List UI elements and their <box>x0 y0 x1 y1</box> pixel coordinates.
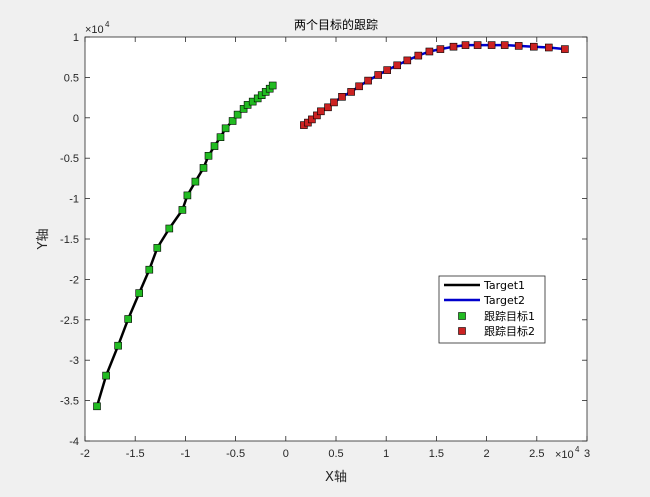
track-marker <box>228 117 237 125</box>
track-marker <box>145 265 154 274</box>
track-marker <box>204 152 213 160</box>
y-tick-label: -3 <box>69 355 79 367</box>
track-marker <box>383 66 392 74</box>
track-marker <box>414 51 423 60</box>
y-tick-label: -4 <box>69 436 79 448</box>
track-marker <box>338 93 346 101</box>
svg-text:×10: ×10 <box>85 24 104 36</box>
axis-ticks: -2 -1.5 -1 -0.5 0 0.5 1 1.5 2 2.5 3 1 0.5 0 -0.5 -1 -1.5… <box>60 32 590 460</box>
y-tick-label: -2 <box>69 274 79 286</box>
x-tick-label: 2 <box>484 448 490 460</box>
track-marker <box>210 142 219 150</box>
legend-box <box>438 275 546 344</box>
series-markers-2 <box>300 41 569 129</box>
track-marker <box>308 115 316 124</box>
x-tick-label: 0.5 <box>328 448 343 460</box>
track-marker <box>324 103 332 112</box>
track-marker <box>449 42 458 51</box>
legend-track2-marker <box>458 327 466 335</box>
track-marker <box>153 244 162 252</box>
track-marker <box>561 45 569 53</box>
svg-text:4: 4 <box>105 20 110 29</box>
track-marker <box>514 42 523 50</box>
track-marker <box>178 206 187 214</box>
track-marker <box>374 71 383 79</box>
track-marker <box>317 107 325 116</box>
series-markers-1 <box>93 81 277 411</box>
y-tick-label: -0.5 <box>60 153 79 165</box>
y-tick-label: 1 <box>73 32 79 44</box>
plot-content <box>93 41 569 411</box>
track-marker <box>544 43 553 52</box>
legend-track1-label: 跟踪目标1 <box>484 309 535 323</box>
track-marker <box>268 81 277 90</box>
x-exponent: ×10 4 <box>555 445 580 461</box>
x-tick-label: -1 <box>181 448 191 460</box>
y-tick-label: -1 <box>69 194 79 206</box>
track-marker <box>102 371 110 380</box>
track-marker <box>461 41 470 49</box>
track-marker <box>165 224 174 233</box>
track-marker <box>239 105 248 113</box>
y-tick-label: 0.5 <box>64 72 79 84</box>
x-axis-label: X轴 <box>325 470 347 485</box>
track-marker <box>500 41 509 49</box>
track-marker <box>393 61 402 70</box>
legend-track1-marker <box>458 312 466 320</box>
track-marker <box>473 41 482 49</box>
legend-target1-label: Target1 <box>483 279 525 292</box>
track-marker <box>425 47 434 56</box>
track-marker <box>529 42 538 51</box>
track-marker <box>330 98 338 107</box>
track-marker <box>355 82 363 91</box>
y-tick-label: -1.5 <box>60 234 79 246</box>
track-marker <box>216 133 225 141</box>
x-tick-label: -0.5 <box>226 448 245 460</box>
track-marker <box>191 177 200 186</box>
svg-text:4: 4 <box>575 445 580 454</box>
x-tick-label: 2.5 <box>529 448 544 460</box>
y-tick-label: -3.5 <box>60 396 79 408</box>
track-marker <box>364 76 372 85</box>
y-tick-label: 0 <box>73 113 79 125</box>
y-axis-label: Y轴 <box>36 229 51 251</box>
legend-track2-label: 跟踪目标2 <box>484 324 535 338</box>
track-marker <box>403 56 412 65</box>
plot-area <box>85 37 587 441</box>
track-marker <box>199 164 208 172</box>
track-marker <box>124 315 132 323</box>
track-marker <box>436 45 445 53</box>
track-marker <box>313 111 321 120</box>
track-marker <box>183 191 192 200</box>
x-tick-label: 1.5 <box>429 448 444 460</box>
x-tick-label: 0 <box>283 448 289 460</box>
x-tick-label: -2 <box>80 448 90 460</box>
track-marker <box>347 88 355 96</box>
chart-title: 两个目标的跟踪 <box>294 17 378 32</box>
track-marker <box>135 289 143 297</box>
y-tick-label: -2.5 <box>60 315 79 327</box>
track-marker <box>114 341 122 350</box>
legend: Target1 Target2 跟踪目标1 跟踪目标2 <box>438 275 546 344</box>
track-marker <box>233 110 242 119</box>
track-marker <box>487 41 496 49</box>
y-exponent: ×10 4 <box>85 20 110 36</box>
track-marker <box>93 402 101 411</box>
x-tick-label: -1.5 <box>126 448 145 460</box>
x-tick-label: 1 <box>383 448 389 460</box>
svg-text:×10: ×10 <box>555 449 574 461</box>
legend-target2-label: Target2 <box>483 294 525 307</box>
track-marker <box>221 124 230 133</box>
x-tick-label: 3 <box>584 448 590 460</box>
